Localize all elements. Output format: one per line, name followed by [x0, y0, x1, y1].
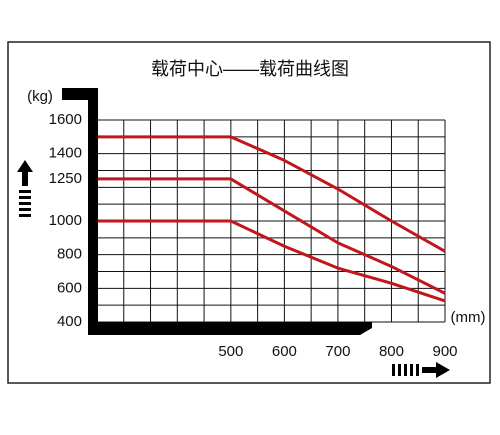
- y-tick-label: 600: [57, 279, 82, 296]
- chart-title: 载荷中心——载荷曲线图: [151, 59, 349, 79]
- x-tick-label: 500: [218, 343, 243, 360]
- mast: [88, 88, 98, 335]
- x-axis-label: (mm): [451, 309, 486, 326]
- right-arrow: [392, 362, 450, 378]
- up-arrow: [17, 160, 33, 217]
- x-tick-label: 900: [432, 343, 457, 360]
- load-curve: [97, 177, 446, 295]
- y-tick-label: 1250: [49, 170, 82, 187]
- x-tick-label: 800: [379, 343, 404, 360]
- y-tick-label: 1400: [49, 145, 82, 162]
- curves: [97, 135, 446, 303]
- load-curve: [97, 219, 446, 303]
- frame: [7, 41, 491, 384]
- fork: [88, 322, 372, 335]
- y-tick-label: 1000: [49, 212, 82, 229]
- x-tick-label: 700: [325, 343, 350, 360]
- axis-frame: [62, 88, 372, 335]
- load-curve: [97, 135, 446, 253]
- x-tick-label: 600: [272, 343, 297, 360]
- y-tick-label: 1600: [49, 111, 82, 128]
- y-tick-label: 800: [57, 246, 82, 263]
- y-tick-label: 400: [57, 313, 82, 330]
- y-axis-label: (kg): [27, 88, 53, 105]
